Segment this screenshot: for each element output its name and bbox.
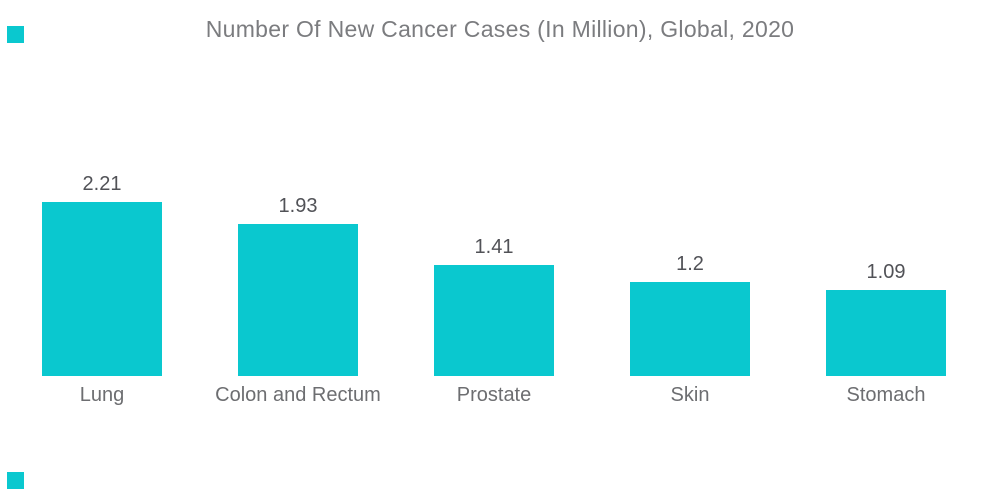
bar-value-label: 1.41 <box>474 236 514 258</box>
bar-skin <box>630 282 750 376</box>
bar-prostate <box>434 265 554 376</box>
bar-group-colon-and-rectum: 1.93 Colon and Rectum <box>215 0 381 405</box>
accent-square-bottom-left <box>7 472 24 489</box>
bar-group-prostate: 1.41 Prostate <box>434 0 554 405</box>
bar-group-skin: 1.2 Skin <box>630 0 750 405</box>
bar-value-label: 1.2 <box>676 253 704 275</box>
bar-category-label: Prostate <box>456 384 532 406</box>
plot-area: 2.21 Lung 1.93 Colon and Rectum 1.41 Prostate… <box>42 0 946 405</box>
bar-category-label: Skin <box>670 384 710 406</box>
bar-value-label: 2.21 <box>82 173 122 195</box>
accent-square-top-left <box>7 26 24 43</box>
bar-value-label: 1.09 <box>866 261 906 283</box>
bar-category-label: Colon and Rectum <box>215 384 381 406</box>
bar-stomach <box>826 290 946 376</box>
bar-colon-and-rectum <box>238 224 358 376</box>
bar-lung <box>42 202 162 376</box>
bar-category-label: Stomach <box>846 384 926 406</box>
bar-group-lung: 2.21 Lung <box>42 0 162 405</box>
bar-value-label: 1.93 <box>278 195 318 217</box>
chart-title: Number Of New Cancer Cases (In Million),… <box>205 16 795 42</box>
bar-group-stomach: 1.09 Stomach <box>826 0 946 405</box>
bar-category-label: Lung <box>79 384 125 406</box>
